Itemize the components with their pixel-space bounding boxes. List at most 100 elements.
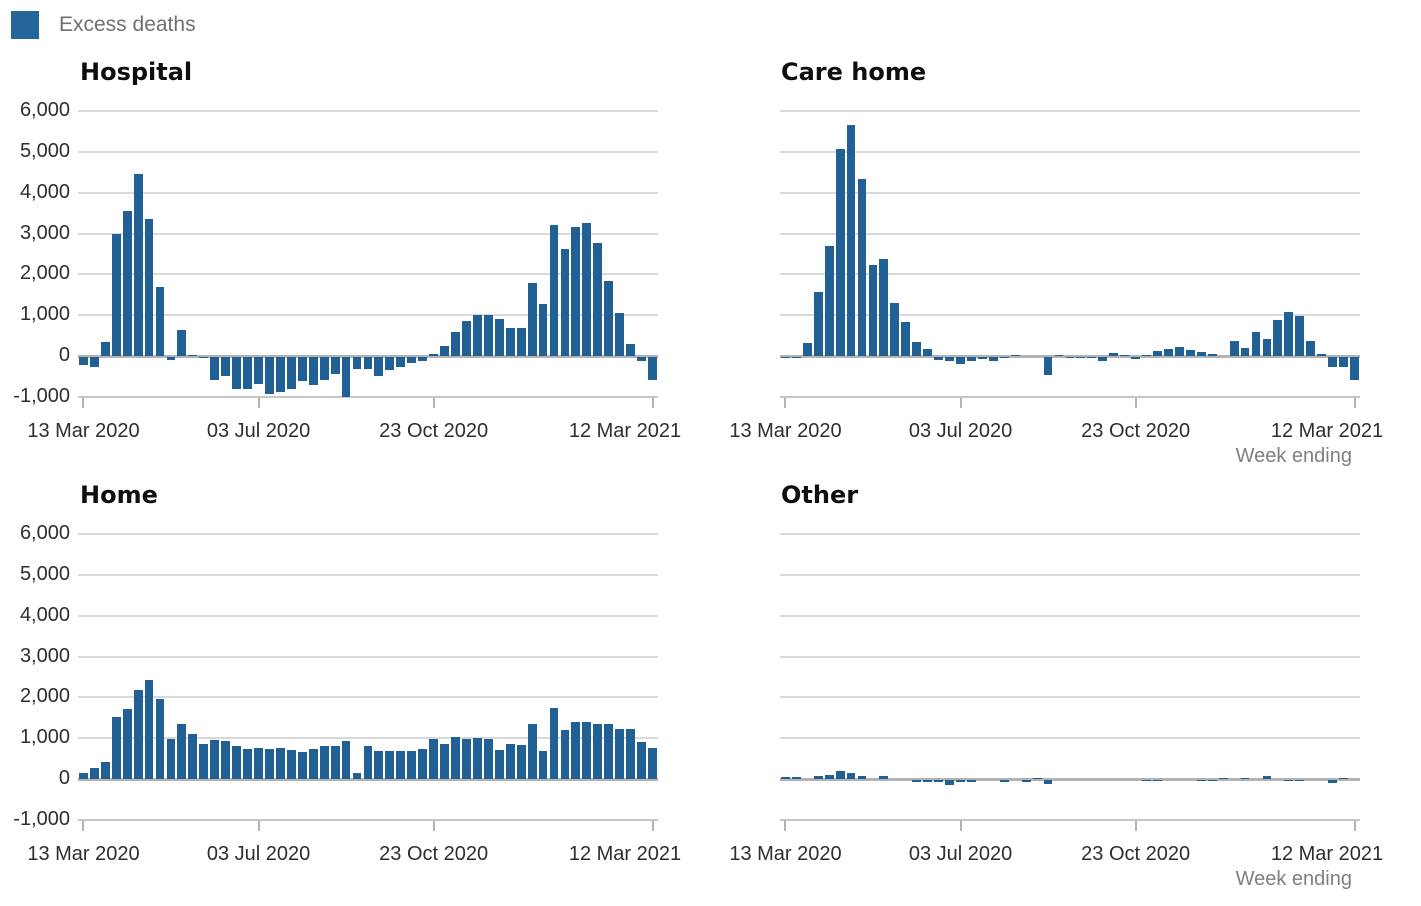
x-axis-tick-label: 13 Mar 2020 bbox=[729, 420, 842, 442]
excess-deaths-bar bbox=[1142, 355, 1151, 357]
excess-deaths-bar bbox=[835, 770, 845, 780]
legend-label: Excess deaths bbox=[59, 13, 196, 36]
excess-deaths-bar bbox=[945, 780, 954, 786]
excess-deaths-bar bbox=[1339, 357, 1348, 367]
x-axis-tick-label: 03 Jul 2020 bbox=[206, 420, 311, 442]
excess-deaths-bar bbox=[999, 357, 1009, 358]
excess-deaths-bar bbox=[868, 265, 878, 357]
excess-deaths-bar bbox=[472, 737, 482, 780]
excess-deaths-bar bbox=[1317, 354, 1327, 357]
excess-deaths-bar bbox=[781, 776, 790, 780]
gridline bbox=[78, 150, 658, 153]
excess-deaths-bar bbox=[462, 321, 471, 357]
excess-deaths-bar bbox=[494, 749, 504, 780]
excess-deaths-bar bbox=[79, 773, 88, 780]
excess-deaths-bar bbox=[1174, 347, 1184, 357]
excess-deaths-bar bbox=[879, 258, 889, 357]
excess-deaths-bar bbox=[571, 721, 581, 780]
excess-deaths-bar bbox=[166, 739, 176, 780]
excess-deaths-bar bbox=[483, 738, 493, 780]
excess-deaths-bar bbox=[1098, 357, 1108, 361]
y-axis-tick-label: 2,000 bbox=[19, 685, 70, 708]
x-axis-tick-label: 12 Mar 2021 bbox=[1270, 843, 1384, 865]
excess-deaths-bar bbox=[912, 780, 922, 782]
x-axis-tick-label: 23 Oct 2020 bbox=[379, 843, 489, 865]
excess-deaths-bar bbox=[330, 745, 340, 780]
excess-deaths-bar bbox=[912, 342, 922, 357]
care-home-plot-area: 13 Mar 2020 03 Jul 2020 23 Oct 2020 12 Mar … bbox=[729, 110, 1383, 442]
excess-deaths-bar bbox=[418, 357, 428, 362]
excess-deaths-bar bbox=[199, 357, 209, 359]
week-ending-label-top: Week ending bbox=[1235, 445, 1352, 467]
excess-deaths-bar bbox=[890, 303, 900, 357]
y-axis-tick-label: 3,000 bbox=[19, 221, 70, 244]
excess-deaths-bar bbox=[857, 179, 867, 357]
excess-deaths-bar bbox=[122, 708, 132, 780]
excess-deaths-bar bbox=[626, 343, 635, 357]
excess-deaths-bar bbox=[560, 730, 570, 780]
excess-deaths-bar bbox=[999, 780, 1009, 782]
x-axis-tick bbox=[257, 821, 260, 831]
gridline bbox=[78, 614, 658, 617]
excess-deaths-bar bbox=[582, 222, 592, 357]
excess-deaths-bar bbox=[341, 357, 351, 397]
excess-deaths-bar bbox=[1120, 354, 1130, 357]
excess-deaths-bar bbox=[330, 357, 340, 375]
week-ending-label-bottom: Week ending bbox=[1235, 868, 1352, 890]
chart-title-other: Other bbox=[781, 481, 859, 509]
excess-deaths-bar bbox=[308, 749, 318, 780]
excess-deaths-bar bbox=[210, 357, 220, 380]
excess-deaths-bar bbox=[945, 357, 954, 361]
zero-line bbox=[78, 778, 658, 782]
excess-deaths-bar bbox=[221, 741, 231, 780]
x-axis-tick bbox=[784, 821, 787, 831]
y-axis-tick-label: 5,000 bbox=[19, 562, 70, 585]
x-axis-tick-label: 13 Mar 2020 bbox=[729, 843, 842, 865]
excess-deaths-bar bbox=[1185, 349, 1195, 357]
excess-deaths-bar bbox=[297, 357, 307, 381]
excess-deaths-bar bbox=[637, 357, 646, 362]
excess-deaths-bar bbox=[516, 327, 526, 357]
excess-deaths-bar bbox=[144, 680, 154, 780]
excess-deaths-bar bbox=[451, 737, 460, 780]
chart-title-hospital: Hospital bbox=[80, 58, 193, 86]
x-axis-tick bbox=[432, 398, 435, 408]
excess-deaths-bar bbox=[221, 357, 231, 376]
excess-deaths-bar bbox=[1328, 357, 1337, 367]
gridline bbox=[78, 737, 658, 740]
other-plot-area: 13 Mar 2020 03 Jul 2020 23 Oct 2020 12 Mar … bbox=[729, 533, 1383, 865]
excess-deaths-bar bbox=[385, 750, 395, 780]
excess-deaths-bar bbox=[319, 357, 329, 380]
excess-deaths-bar bbox=[440, 345, 449, 357]
gridline bbox=[780, 110, 1360, 112]
excess-deaths-bar bbox=[1043, 357, 1053, 376]
excess-deaths-bar bbox=[846, 124, 856, 357]
excess-deaths-bar bbox=[835, 148, 845, 357]
gridline bbox=[78, 110, 658, 112]
excess-deaths-bar bbox=[472, 315, 482, 357]
excess-deaths-bar bbox=[1010, 354, 1020, 357]
gridline bbox=[78, 696, 658, 699]
excess-deaths-bar bbox=[111, 717, 121, 780]
gridline bbox=[780, 573, 1360, 576]
x-axis-tick bbox=[1353, 821, 1356, 831]
excess-deaths-bar bbox=[648, 748, 657, 780]
x-axis-line bbox=[780, 819, 1360, 821]
excess-deaths-bar bbox=[308, 357, 318, 386]
excess-deaths-bar bbox=[516, 745, 526, 780]
excess-deaths-bar bbox=[615, 313, 625, 357]
excess-deaths-bar bbox=[1109, 353, 1119, 357]
x-axis-tick-label: 03 Jul 2020 bbox=[908, 843, 1013, 865]
gridline bbox=[78, 191, 658, 194]
excess-deaths-bar bbox=[1131, 357, 1141, 360]
gridline bbox=[780, 150, 1360, 153]
excess-deaths-bar bbox=[549, 224, 559, 357]
excess-deaths-bar bbox=[1306, 340, 1316, 357]
excess-deaths-bar bbox=[1273, 319, 1283, 357]
excess-deaths-bar bbox=[813, 291, 823, 357]
y-axis-tick-label: 1,000 bbox=[19, 303, 70, 326]
excess-deaths-bar bbox=[1065, 357, 1075, 358]
excess-deaths-bar bbox=[462, 738, 471, 780]
excess-deaths-bar bbox=[188, 354, 198, 357]
excess-deaths-bar bbox=[374, 357, 384, 376]
